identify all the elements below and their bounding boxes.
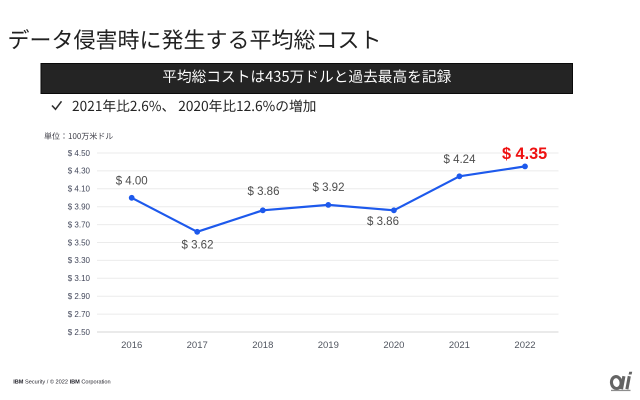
svg-text:$ 3.62: $ 3.62 [182,240,214,252]
svg-text:2021: 2021 [449,340,470,351]
svg-text:$ 3.86: $ 3.86 [248,186,280,198]
svg-text:$ 3.10: $ 3.10 [68,274,91,283]
svg-text:$ 2.70: $ 2.70 [68,310,91,319]
svg-text:2019: 2019 [318,340,339,351]
svg-text:$ 3.70: $ 3.70 [68,220,91,229]
svg-text:2022: 2022 [514,340,535,351]
svg-text:$ 4.00: $ 4.00 [116,176,148,188]
svg-text:$ 4.30: $ 4.30 [68,167,91,176]
svg-text:$ 3.86: $ 3.86 [367,216,399,228]
svg-text:$ 3.30: $ 3.30 [68,256,91,265]
svg-text:$ 3.50: $ 3.50 [68,238,91,247]
svg-text:$ 2.90: $ 2.90 [68,292,91,301]
svg-text:$ 3.90: $ 3.90 [68,203,91,212]
svg-text:$ 2.50: $ 2.50 [68,328,91,337]
svg-text:IBM Security / © 2022 IBM Corp: IBM Security / © 2022 IBM Corporation [13,378,110,385]
svg-text:2017: 2017 [187,340,208,351]
svg-text:2020: 2020 [383,340,404,351]
svg-text:$ 3.92: $ 3.92 [313,182,345,194]
svg-text:2018: 2018 [252,340,273,351]
svg-text:$ 4.24: $ 4.24 [444,154,477,166]
svg-text:$ 4.35: $ 4.35 [502,145,547,163]
svg-text:$ 4.10: $ 4.10 [68,185,91,194]
svg-text:2016: 2016 [121,340,142,351]
svg-text:$ 4.50: $ 4.50 [68,149,91,158]
